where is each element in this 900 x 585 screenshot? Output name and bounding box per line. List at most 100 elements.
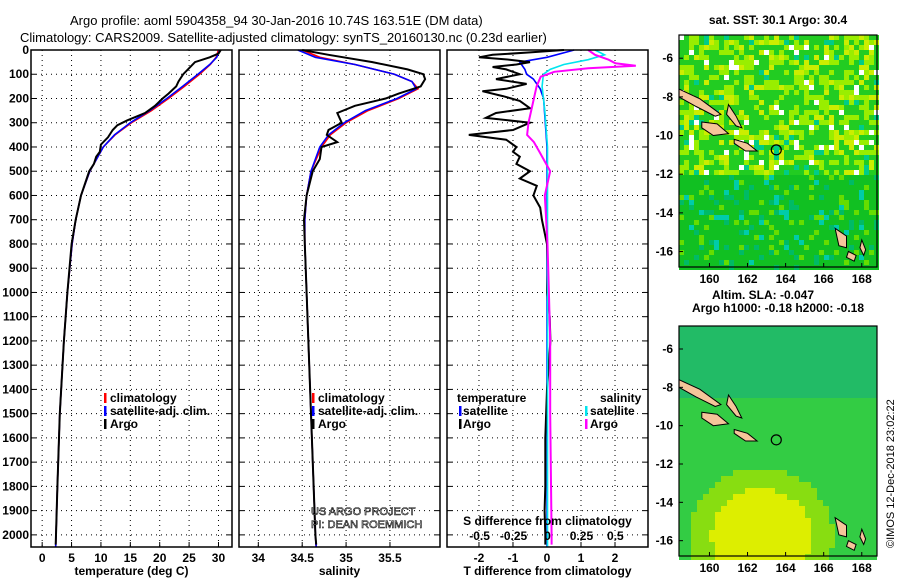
map-cell [775, 524, 781, 530]
map-cell [714, 120, 719, 125]
map-cell [809, 155, 814, 160]
map-cell [769, 230, 774, 235]
map-cell [774, 185, 779, 190]
y-tick-label: 200 [9, 91, 29, 105]
map-cell [684, 35, 689, 40]
map-cell [844, 150, 849, 155]
map-cell [697, 446, 703, 452]
map-cell [739, 160, 744, 165]
map-cell [847, 452, 853, 458]
map-cell [727, 428, 733, 434]
map-cell [727, 452, 733, 458]
map-cell [844, 165, 849, 170]
lat-tick-label: -14 [656, 206, 674, 220]
map-cell [764, 245, 769, 250]
map-cell [794, 170, 799, 175]
map-cell [679, 200, 684, 205]
map-cell [689, 205, 694, 210]
map-cell [841, 404, 847, 410]
map-cell [719, 150, 724, 155]
map-cell [754, 65, 759, 70]
map-cell [751, 518, 757, 524]
map-cell [689, 245, 694, 250]
map-cell [794, 180, 799, 185]
map-cell [744, 70, 749, 75]
map-cell [854, 140, 859, 145]
map-cell [699, 220, 704, 225]
map-cell [775, 380, 781, 386]
map-cell [775, 452, 781, 458]
map-cell [754, 205, 759, 210]
map-cell [804, 60, 809, 65]
map-cell [814, 140, 819, 145]
map-cell [824, 105, 829, 110]
map-cell [794, 245, 799, 250]
map-cell [805, 440, 811, 446]
map-cell [679, 350, 685, 356]
legend-label: Argo [463, 417, 491, 431]
map-cell [745, 464, 751, 470]
map-cell [769, 125, 774, 130]
map-cell [759, 140, 764, 145]
map-cell [859, 255, 864, 260]
map-cell [811, 434, 817, 440]
map-cell [775, 518, 781, 524]
map-cell [829, 398, 835, 404]
map-cell [779, 250, 784, 255]
map-cell [839, 90, 844, 95]
map-cell [859, 165, 864, 170]
map-cell [871, 338, 877, 344]
map-cell [721, 362, 727, 368]
map-cell [715, 350, 721, 356]
map-cell [769, 100, 774, 105]
map-cell [764, 50, 769, 55]
map-cell [757, 524, 763, 530]
map-cell [759, 115, 764, 120]
map-cell [829, 195, 834, 200]
map-cell [814, 160, 819, 165]
map-cell [854, 70, 859, 75]
map-cell [739, 50, 744, 55]
map-cell [794, 60, 799, 65]
map-cell [739, 464, 745, 470]
map-cell [739, 65, 744, 70]
map-cell [759, 45, 764, 50]
map-cell [805, 332, 811, 338]
map-cell [829, 362, 835, 368]
map-cell [685, 356, 691, 362]
map-cell [709, 50, 714, 55]
map-cell [859, 185, 864, 190]
map-cell [824, 245, 829, 250]
map-cell [689, 85, 694, 90]
map-cell [779, 105, 784, 110]
map-cell [679, 362, 685, 368]
map-cell [745, 368, 751, 374]
map-cell [859, 350, 865, 356]
map-cell [679, 235, 684, 240]
map-cell [764, 60, 769, 65]
map-cell [685, 416, 691, 422]
map-cell [853, 338, 859, 344]
map-cell [864, 75, 869, 80]
map-cell [799, 45, 804, 50]
map-cell [847, 500, 853, 506]
map-cell [781, 470, 787, 476]
map-cell [847, 332, 853, 338]
map-cell [699, 115, 704, 120]
map-cell [781, 332, 787, 338]
map-cell [781, 524, 787, 530]
map-cell [704, 200, 709, 205]
map-cell [734, 170, 739, 175]
map-cell [805, 542, 811, 548]
map-cell [864, 185, 869, 190]
map-cell [819, 255, 824, 260]
map-cell [859, 180, 864, 185]
map-cell [817, 464, 823, 470]
legend-swatch [104, 406, 107, 416]
island-coastline [859, 527, 867, 546]
map-cell [834, 95, 839, 100]
map-cell [719, 230, 724, 235]
map-cell [794, 185, 799, 190]
map-cell [784, 250, 789, 255]
map-cell [764, 190, 769, 195]
